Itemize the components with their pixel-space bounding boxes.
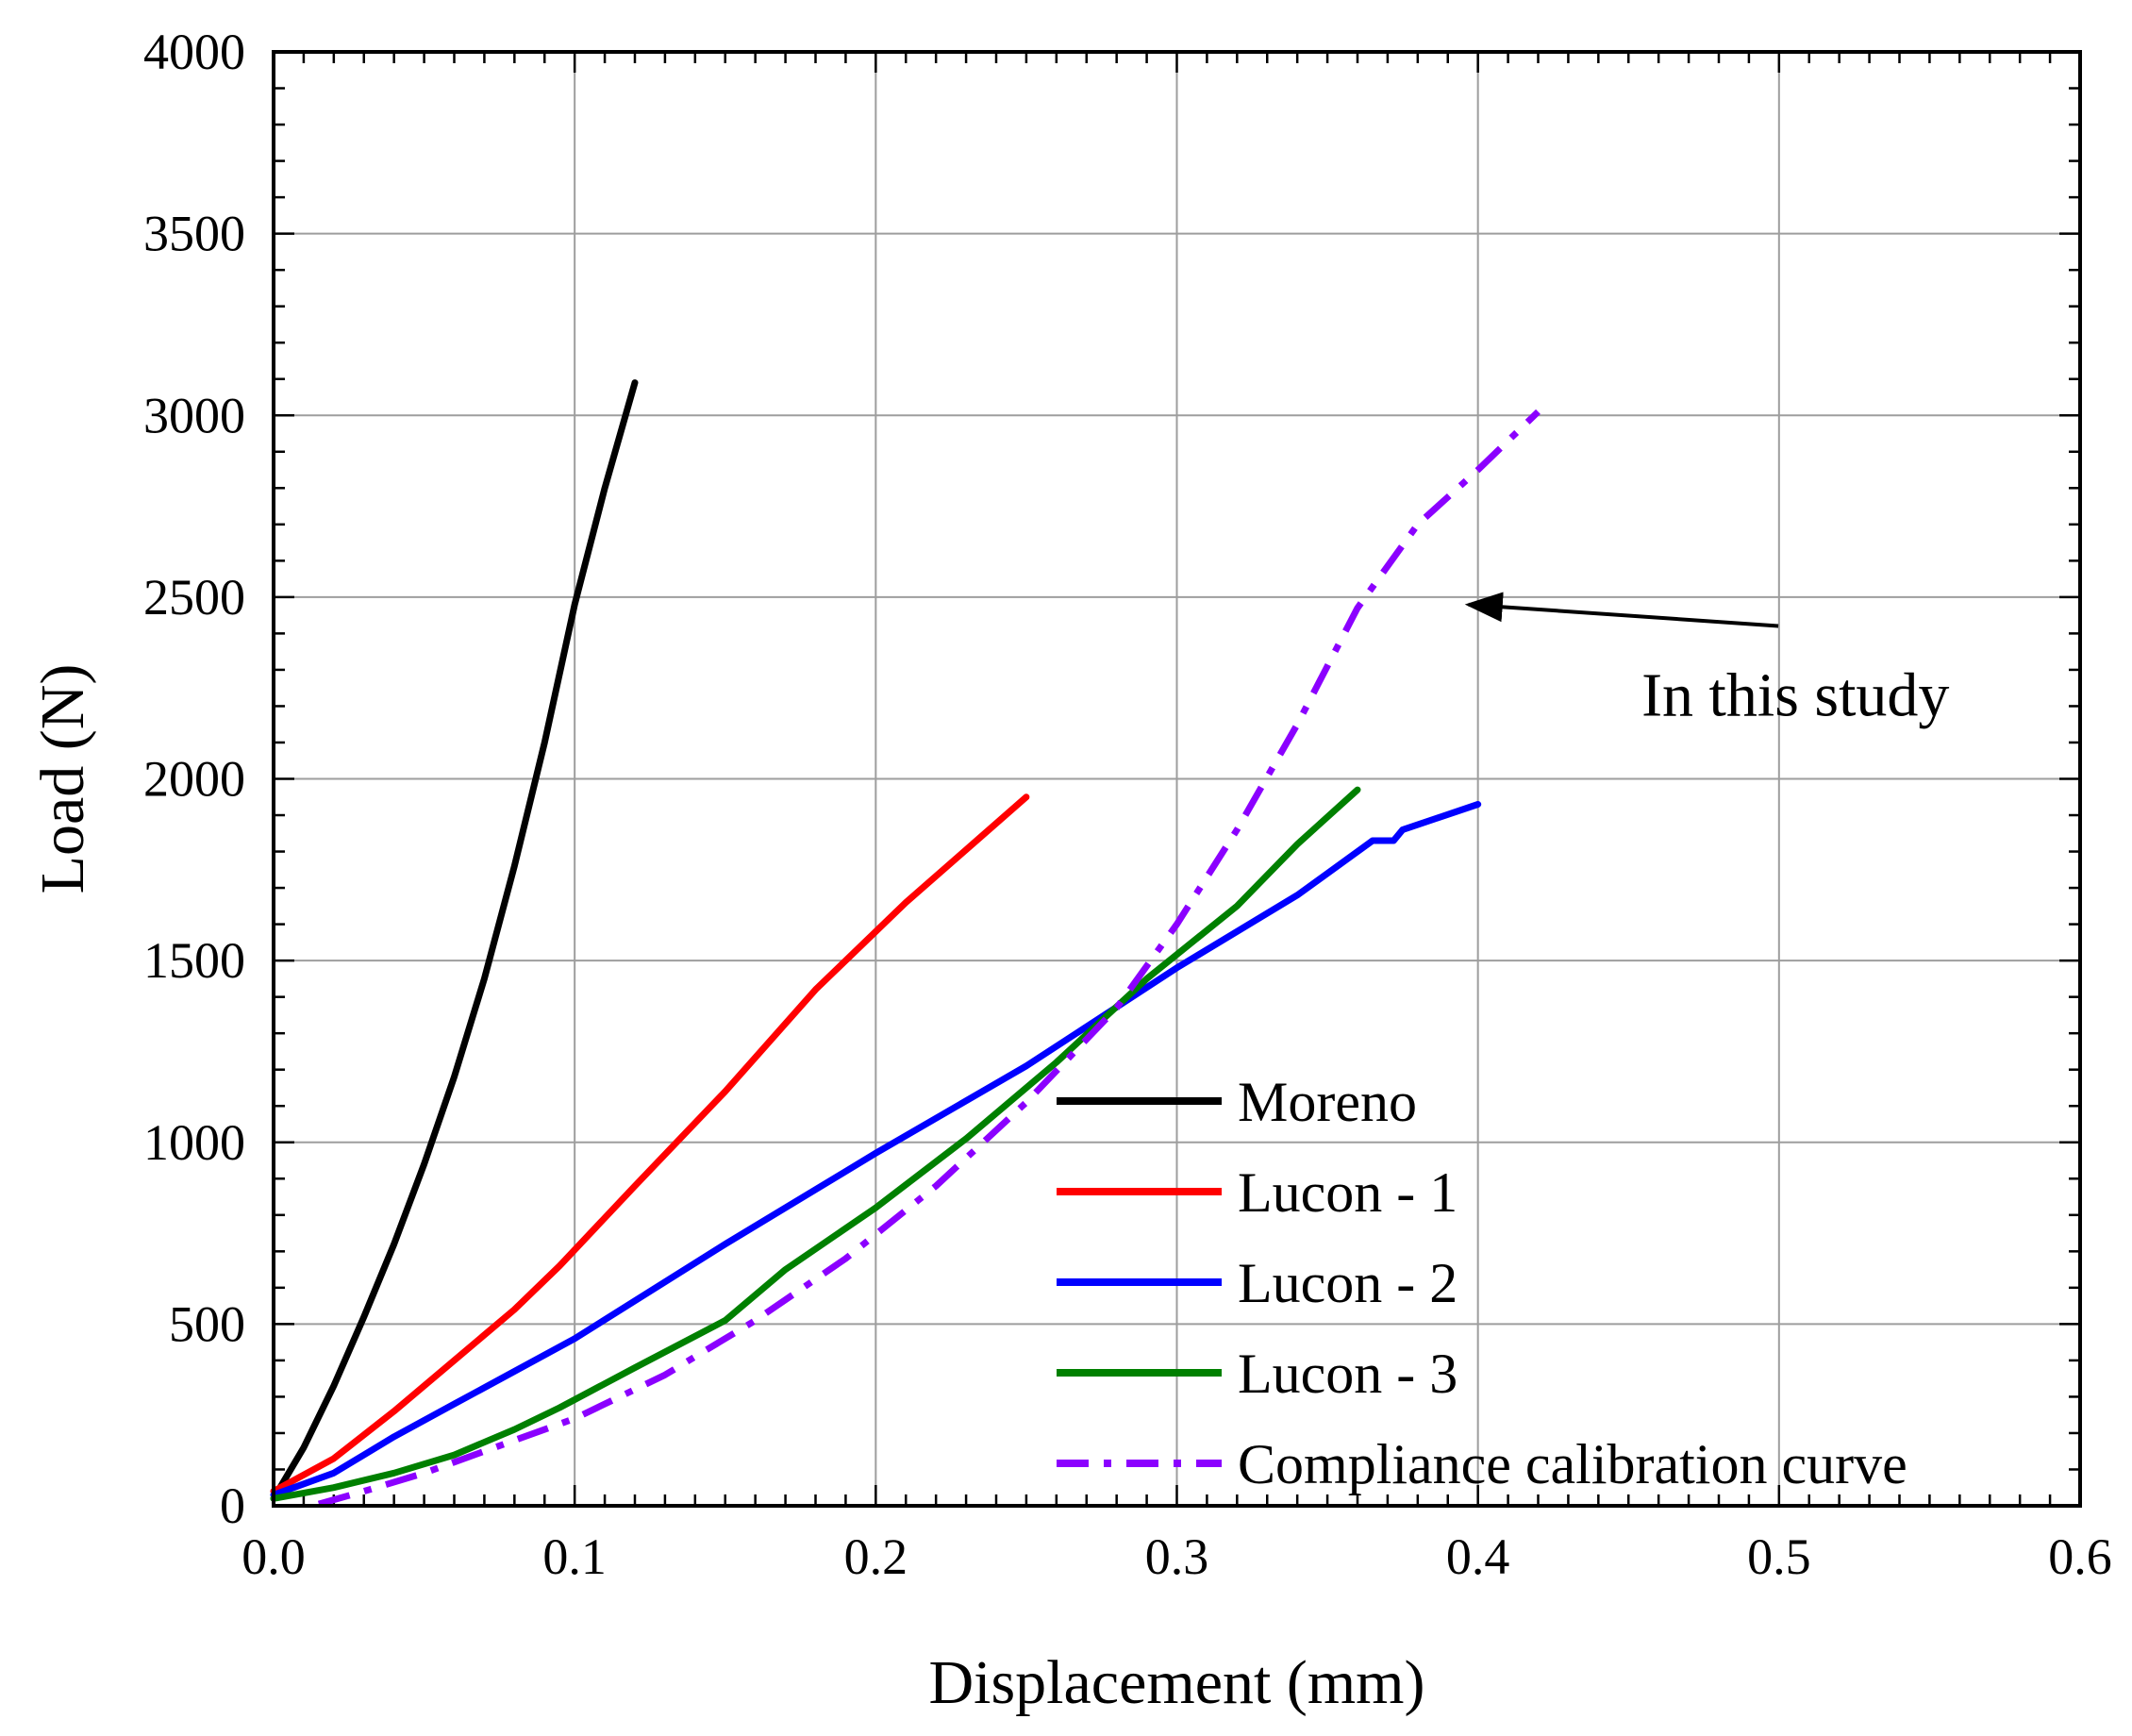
series-line-moreno xyxy=(270,379,639,1502)
y-tick-label: 500 xyxy=(169,1295,245,1352)
legend-label: Lucon - 2 xyxy=(1238,1252,1457,1314)
y-tick-label: 4000 xyxy=(143,24,245,80)
y-tick-label: 3500 xyxy=(143,206,245,262)
y-axis-title: Load (N) xyxy=(28,664,97,894)
series-line-lucon-3 xyxy=(270,786,1361,1502)
y-tick-label: 2500 xyxy=(143,569,245,626)
x-tick-label: 0.3 xyxy=(1145,1528,1209,1585)
series-line-compliance-calibration-curve xyxy=(317,409,1541,1508)
y-tick-labels: 0 500 1000 1500 2000 2500 3000 3500 4000 xyxy=(143,24,245,1534)
y-tick-label: 3000 xyxy=(143,387,245,443)
legend-label: Moreno xyxy=(1238,1071,1417,1133)
grid xyxy=(274,52,2080,1506)
x-tick-label: 0.0 xyxy=(242,1528,306,1585)
y-tick-label: 2000 xyxy=(143,751,245,808)
annotation-arrow xyxy=(1464,592,1779,628)
annotation-text: In this study xyxy=(1641,660,1949,729)
y-tick-label: 1500 xyxy=(143,932,245,989)
annotation: In this study xyxy=(1464,592,1949,729)
plot-frame xyxy=(272,50,2082,1508)
x-tick-labels: 0.0 0.1 0.2 0.3 0.4 0.5 0.6 xyxy=(242,1528,2112,1585)
legend: Moreno Lucon - 1 Lucon - 2 Lucon - 3 Complia… xyxy=(1057,1071,1907,1495)
x-tick-label: 0.6 xyxy=(2048,1528,2112,1585)
legend-label: Compliance calibration curve xyxy=(1238,1433,1907,1495)
series-line-lucon-1 xyxy=(270,793,1030,1495)
x-axis-title: Displacement (mm) xyxy=(928,1648,1424,1717)
legend-label: Lucon - 1 xyxy=(1238,1161,1457,1224)
x-tick-label: 0.2 xyxy=(844,1528,908,1585)
y-tick-label: 1000 xyxy=(143,1114,245,1171)
y-tick-label: 0 xyxy=(220,1477,245,1534)
x-tick-label: 0.4 xyxy=(1446,1528,1510,1585)
x-tick-label: 0.5 xyxy=(1747,1528,1811,1585)
series-layer xyxy=(270,379,1541,1508)
legend-label: Lucon - 3 xyxy=(1238,1343,1457,1405)
x-tick-label: 0.1 xyxy=(542,1528,607,1585)
series-line-lucon-2 xyxy=(270,801,1482,1498)
